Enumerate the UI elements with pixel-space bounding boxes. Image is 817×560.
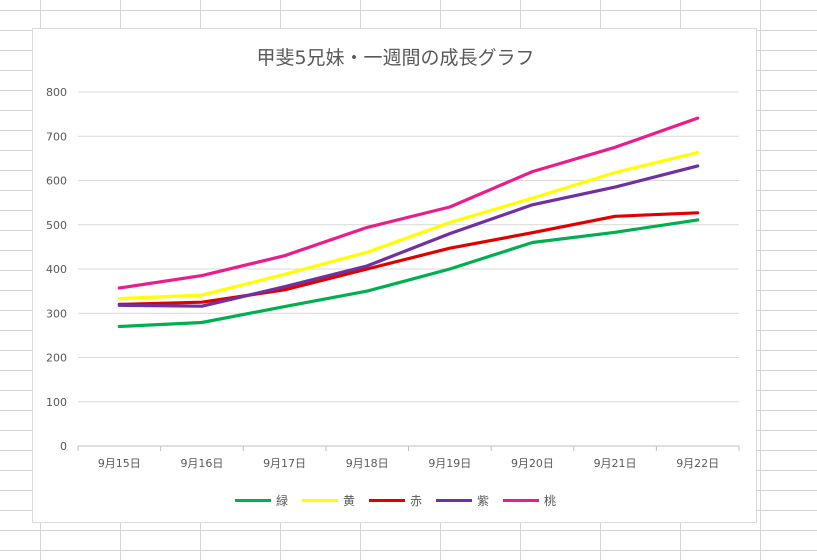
series-line-1 [117, 150, 700, 301]
legend-item: 桃 [503, 492, 556, 509]
y-tick-label: 100 [46, 396, 67, 409]
chart-title: 甲斐5兄妹・一週間の成長グラフ [256, 47, 535, 69]
legend-swatch [301, 498, 338, 502]
x-tick-label: 9月21日 [594, 457, 637, 469]
x-tick-label: 9月22日 [676, 457, 719, 469]
series-line-2 [117, 211, 700, 306]
x-tick-label: 9月20日 [511, 457, 554, 469]
y-tick-label: 700 [46, 130, 67, 143]
legend-item: 緑 [234, 492, 288, 509]
x-tick-label: 9月19日 [428, 457, 471, 469]
legend-label: 桃 [544, 493, 557, 508]
y-tick-label: 300 [46, 307, 67, 320]
series-line-0 [117, 218, 700, 329]
legend-item: 赤 [368, 492, 422, 509]
x-tick-label: 9月17日 [263, 457, 306, 469]
chart-legend: 緑黄赤紫桃 [33, 491, 758, 509]
legend-swatch [234, 498, 271, 502]
y-tick-label: 800 [46, 86, 67, 99]
y-tick-label: 200 [46, 352, 67, 365]
y-tick-label: 0 [60, 440, 67, 453]
line-chart: 0 100 200 300 400 500 600 700 800 9月15日 9月16日 9月17日… [46, 86, 740, 469]
series-line-3 [117, 164, 700, 308]
legend-label: 緑 [275, 493, 288, 508]
x-tick-label: 9月15日 [98, 457, 141, 469]
series-line-4 [117, 116, 700, 290]
legend-swatch [368, 498, 405, 502]
legend-label: 赤 [409, 493, 422, 508]
chart-area[interactable]: 甲斐5兄妹・一週間の成長グラフ 0 100 200 300 400 500 600 700 80… [32, 28, 757, 523]
y-tick-label: 600 [46, 175, 67, 188]
legend-swatch [436, 498, 472, 502]
y-tick-label: 400 [46, 263, 67, 276]
legend-swatch [503, 498, 540, 502]
x-tick-label: 9月16日 [180, 457, 223, 469]
x-tick-label: 9月18日 [346, 457, 389, 469]
legend-item: 紫 [436, 492, 489, 509]
legend-item: 黄 [301, 492, 355, 509]
y-tick-label: 500 [46, 219, 67, 232]
legend-label: 紫 [477, 493, 490, 508]
legend-label: 黄 [342, 493, 355, 508]
